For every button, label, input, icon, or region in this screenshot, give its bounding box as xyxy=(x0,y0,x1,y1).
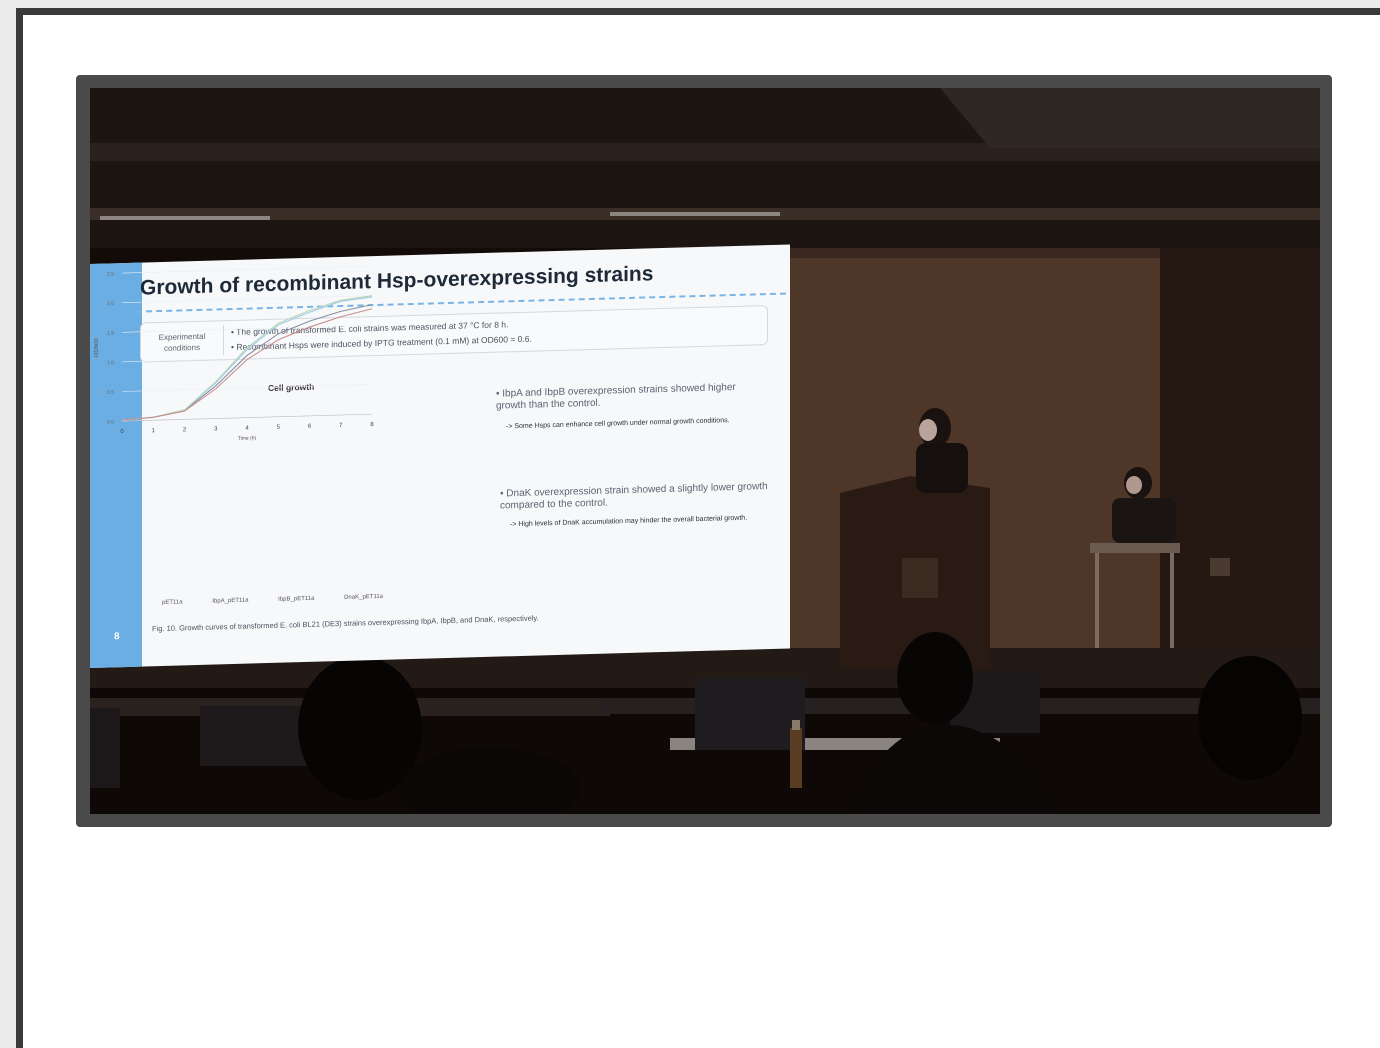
side-table xyxy=(1090,543,1180,553)
series-line xyxy=(121,304,373,421)
audience-head xyxy=(1198,656,1302,780)
y-tick-label: 2.5 xyxy=(107,271,114,277)
gridline xyxy=(122,384,372,392)
audience-shoulders xyxy=(850,724,1060,814)
assistant-body xyxy=(1112,498,1176,543)
x-tick-label: 3 xyxy=(214,426,218,432)
legend-entry: IbpA_pET11a xyxy=(212,597,249,605)
finding-bullet: • IbpA and IbpB overexpression strains s… xyxy=(496,381,736,412)
ceiling-light-panel xyxy=(940,88,1320,148)
chair xyxy=(90,708,120,788)
x-tick-label: 4 xyxy=(245,426,249,432)
speaker-body xyxy=(916,443,968,493)
gridline xyxy=(122,325,372,333)
y-tick-label: 0.0 xyxy=(107,419,114,425)
growth-chart: 0.0 0.5 1.0 1.5 2.0 2.5 0 1 2 3 4 5 6 7 8 Time (h) OD600 xyxy=(94,265,374,442)
audience-head xyxy=(298,656,422,800)
assistant-face-blur xyxy=(1126,476,1142,494)
y-tick-label: 0.5 xyxy=(107,390,114,396)
x-axis-label: Time (h) xyxy=(238,435,257,442)
legend-entry: IbpB_pET11a xyxy=(278,595,315,603)
gridline xyxy=(122,265,372,274)
x-tick-label: 0 xyxy=(120,429,124,435)
slide-page-number: 8 xyxy=(114,631,120,643)
y-axis-label: OD600 xyxy=(94,338,100,358)
series-line xyxy=(121,308,373,421)
x-tick-label: 5 xyxy=(277,425,281,431)
y-tick-label: 1.5 xyxy=(107,331,114,337)
x-tick-label: 1 xyxy=(152,428,156,434)
y-tick-label: 1.0 xyxy=(107,360,114,366)
finding-bullet: • DnaK overexpression strain showed a sl… xyxy=(500,481,768,512)
wall-panel-dark xyxy=(1160,248,1320,668)
legend-entry: DnaK_pET11a xyxy=(344,593,384,601)
finding-note: -> High levels of DnaK accumulation may … xyxy=(510,514,748,529)
presentation-photo: 8 Growth of recombinant Hsp-overexpressi… xyxy=(90,88,1320,814)
legend-entry: pET11a xyxy=(162,599,183,606)
x-axis xyxy=(122,413,372,422)
podium-emblem xyxy=(902,558,938,598)
ceiling-light-strip xyxy=(100,216,270,220)
finding-note: -> Some Hsps can enhance cell growth und… xyxy=(506,417,730,431)
x-tick-label: 8 xyxy=(370,422,374,428)
chair xyxy=(695,678,805,750)
projected-slide: 8 Growth of recombinant Hsp-overexpressi… xyxy=(90,244,790,668)
gridline xyxy=(122,354,372,363)
series-line xyxy=(121,295,373,421)
chair xyxy=(200,706,310,766)
water-bottle xyxy=(790,728,802,788)
figure-caption: Fig. 10. Growth curves of transformed E.… xyxy=(152,613,539,634)
y-tick-label: 2.0 xyxy=(107,301,114,307)
x-tick-label: 7 xyxy=(339,423,343,429)
ceiling-light-strip xyxy=(610,212,780,216)
x-tick-label: 6 xyxy=(308,424,312,430)
gridline xyxy=(122,295,372,304)
x-tick-label: 2 xyxy=(183,427,187,433)
chart-legend: pET11a IbpA_pET11a IbpB_pET11a DnaK_pET1… xyxy=(162,593,411,606)
speaker-face-blur xyxy=(919,419,937,441)
audience-head xyxy=(897,632,973,724)
